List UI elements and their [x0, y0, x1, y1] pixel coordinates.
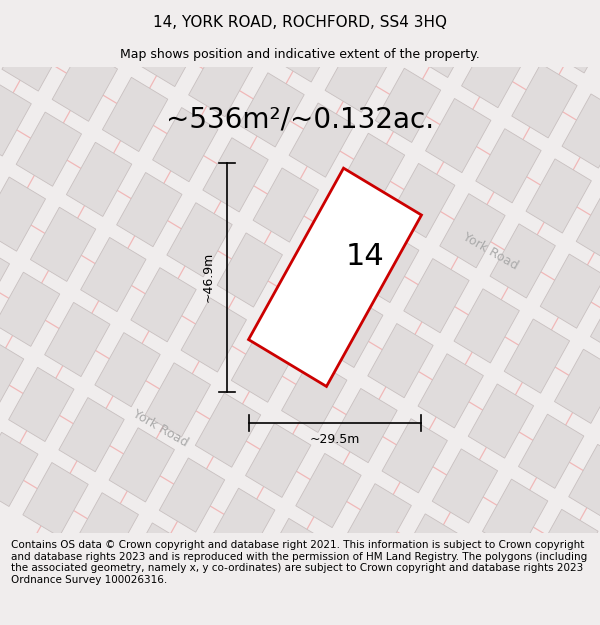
Polygon shape: [52, 47, 118, 121]
Polygon shape: [248, 168, 421, 386]
Polygon shape: [245, 423, 311, 498]
Polygon shape: [16, 112, 82, 186]
Polygon shape: [59, 398, 124, 472]
Polygon shape: [533, 509, 598, 584]
Polygon shape: [540, 254, 600, 328]
Polygon shape: [0, 272, 60, 346]
Polygon shape: [340, 133, 404, 208]
Polygon shape: [289, 103, 355, 178]
Polygon shape: [425, 99, 491, 172]
Polygon shape: [131, 268, 196, 342]
Polygon shape: [275, 8, 340, 82]
Polygon shape: [454, 289, 520, 363]
Polygon shape: [145, 362, 211, 437]
Polygon shape: [124, 523, 188, 597]
Polygon shape: [181, 298, 247, 372]
Polygon shape: [268, 263, 332, 338]
Polygon shape: [569, 444, 600, 519]
Polygon shape: [346, 484, 412, 558]
Polygon shape: [317, 293, 383, 368]
Polygon shape: [31, 208, 96, 281]
Polygon shape: [95, 332, 160, 407]
Polygon shape: [0, 82, 31, 156]
Polygon shape: [2, 17, 67, 91]
Text: ~46.9m: ~46.9m: [202, 252, 215, 302]
Polygon shape: [504, 319, 569, 393]
Text: Map shows position and indicative extent of the property.: Map shows position and indicative extent…: [120, 48, 480, 61]
Polygon shape: [353, 228, 419, 302]
Polygon shape: [167, 202, 232, 277]
Polygon shape: [512, 64, 577, 138]
Polygon shape: [209, 488, 275, 562]
Polygon shape: [160, 458, 224, 532]
Polygon shape: [482, 479, 548, 553]
Text: Contains OS data © Crown copyright and database right 2021. This information is : Contains OS data © Crown copyright and d…: [11, 540, 587, 585]
Polygon shape: [239, 72, 304, 147]
Text: York Road: York Road: [130, 408, 190, 449]
Polygon shape: [490, 224, 556, 298]
Polygon shape: [576, 189, 600, 263]
Polygon shape: [103, 78, 168, 151]
Text: 14: 14: [346, 242, 385, 271]
Text: ~536m²/~0.132ac.: ~536m²/~0.132ac.: [166, 106, 434, 133]
Polygon shape: [232, 328, 296, 402]
Polygon shape: [44, 302, 110, 377]
Polygon shape: [518, 414, 584, 488]
Polygon shape: [590, 284, 600, 359]
Polygon shape: [0, 177, 46, 251]
Polygon shape: [382, 419, 448, 493]
Polygon shape: [8, 368, 74, 441]
Polygon shape: [0, 242, 10, 316]
Polygon shape: [389, 163, 455, 238]
Polygon shape: [412, 3, 476, 78]
Polygon shape: [461, 34, 527, 108]
Polygon shape: [304, 198, 368, 272]
Polygon shape: [562, 94, 600, 168]
Polygon shape: [253, 168, 319, 242]
Polygon shape: [23, 462, 88, 537]
Polygon shape: [325, 38, 391, 112]
Polygon shape: [404, 259, 469, 332]
Polygon shape: [396, 514, 461, 588]
Polygon shape: [260, 518, 325, 592]
Text: York Road: York Road: [460, 230, 520, 272]
Polygon shape: [116, 173, 182, 247]
Polygon shape: [554, 349, 600, 423]
Polygon shape: [217, 233, 283, 307]
Polygon shape: [109, 428, 175, 502]
Polygon shape: [0, 432, 38, 506]
Polygon shape: [67, 142, 132, 216]
Polygon shape: [296, 453, 361, 528]
Text: 14, YORK ROAD, ROCHFORD, SS4 3HQ: 14, YORK ROAD, ROCHFORD, SS4 3HQ: [153, 15, 447, 30]
Polygon shape: [440, 194, 505, 268]
Polygon shape: [281, 358, 347, 432]
Polygon shape: [80, 238, 146, 312]
Polygon shape: [188, 42, 254, 117]
Polygon shape: [368, 324, 433, 398]
Polygon shape: [526, 159, 592, 233]
Polygon shape: [376, 68, 440, 142]
Polygon shape: [432, 449, 497, 523]
Polygon shape: [0, 337, 24, 411]
Polygon shape: [476, 129, 541, 203]
Polygon shape: [196, 393, 260, 468]
Polygon shape: [548, 0, 600, 73]
Polygon shape: [332, 389, 397, 462]
Text: ~29.5m: ~29.5m: [310, 433, 360, 446]
Polygon shape: [203, 138, 268, 212]
Polygon shape: [418, 354, 484, 428]
Polygon shape: [468, 384, 533, 458]
Polygon shape: [152, 107, 218, 182]
Polygon shape: [139, 12, 204, 87]
Polygon shape: [73, 492, 139, 567]
